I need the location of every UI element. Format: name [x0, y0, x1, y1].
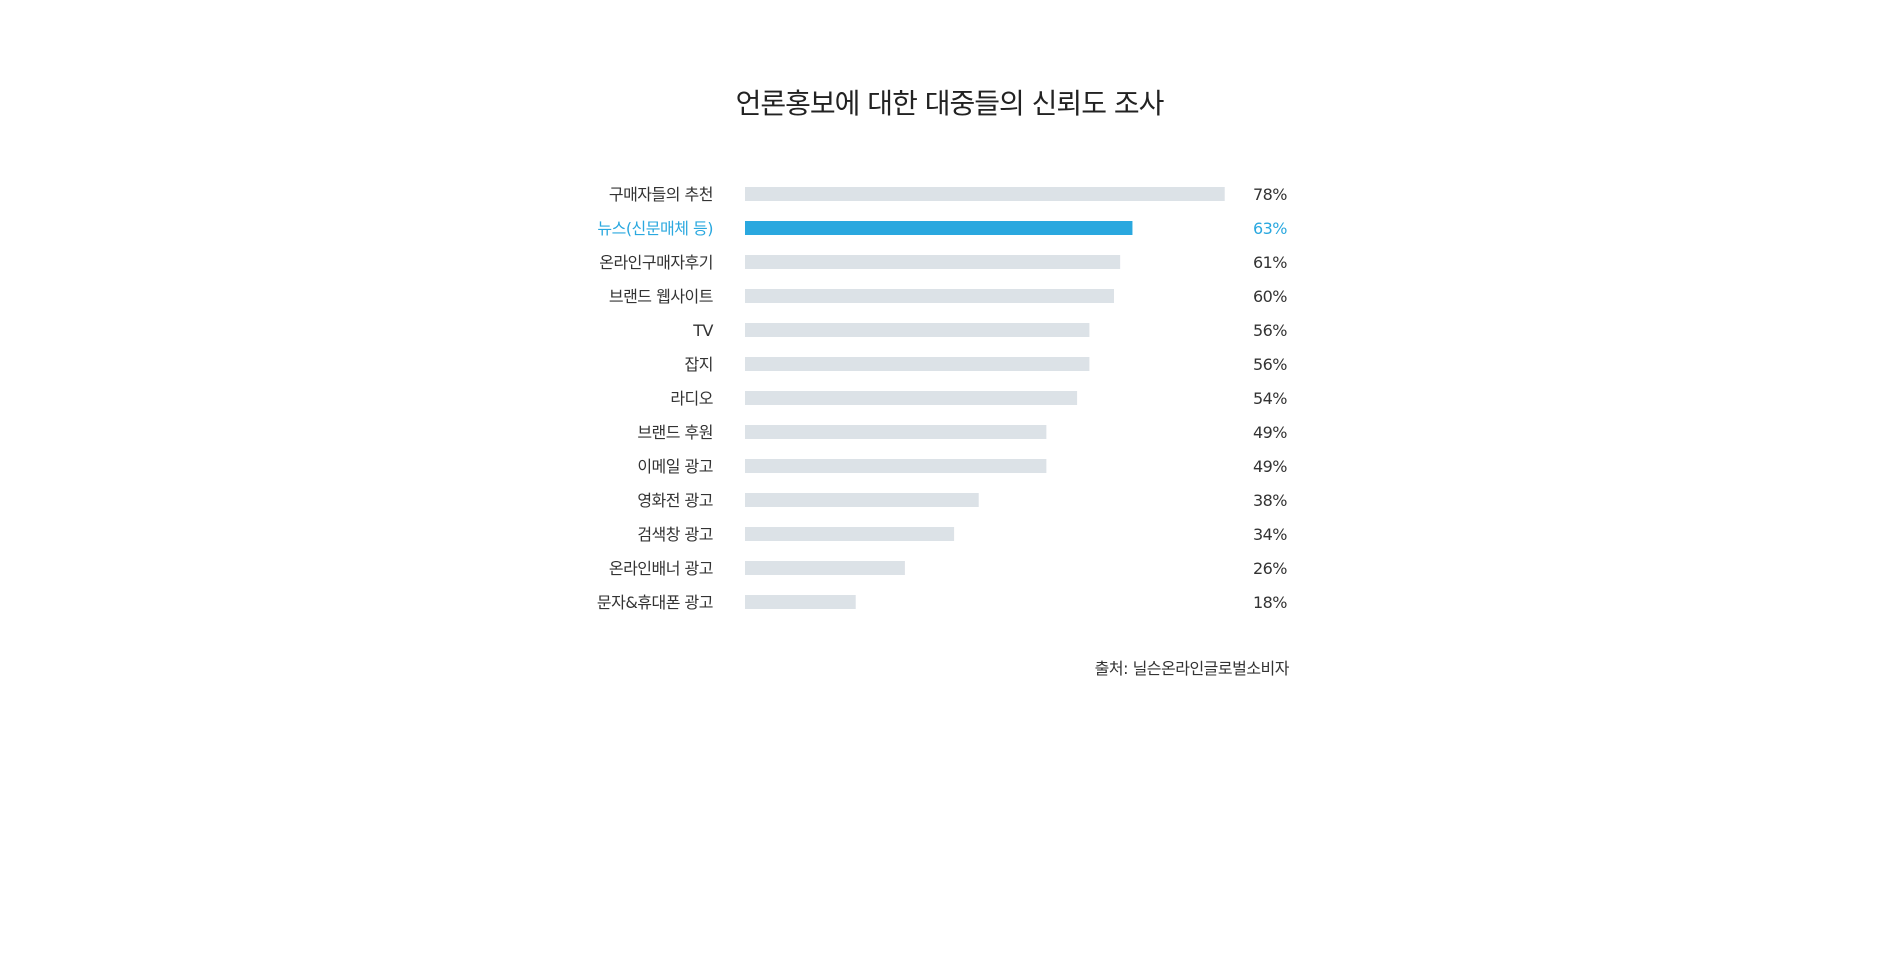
category-label: 브랜드 후원 [637, 423, 713, 442]
bar [745, 255, 1121, 269]
bar [745, 221, 1133, 235]
value-label: 56% [1253, 321, 1287, 340]
value-label: 63% [1253, 219, 1287, 238]
category-label: TV [692, 321, 713, 340]
value-label: 26% [1253, 559, 1287, 578]
category-label: 온라인구매자후기 [599, 253, 713, 272]
bars-layer: 구매자들의 추천 78% 뉴스(신문매체 등) 63% 온라인구매자후기 61% 브랜드 웹… [597, 185, 1288, 612]
bar [745, 527, 955, 541]
bar [745, 561, 905, 575]
value-label: 78% [1253, 185, 1287, 204]
bar [745, 493, 979, 507]
value-label: 18% [1253, 593, 1287, 612]
value-label: 56% [1253, 355, 1287, 374]
value-label: 60% [1253, 287, 1287, 306]
category-label: 라디오 [670, 389, 713, 408]
value-label: 61% [1253, 253, 1287, 272]
source-note: 출처: 닐슨온라인글로벌소비자 [1094, 659, 1290, 678]
category-label: 브랜드 웹사이트 [609, 287, 713, 306]
category-label: 온라인배너 광고 [609, 559, 713, 578]
bar [745, 323, 1090, 337]
bar [745, 187, 1225, 201]
category-label: 이메일 광고 [637, 457, 713, 476]
value-label: 49% [1253, 457, 1287, 476]
category-label: 뉴스(신문매체 등) [597, 219, 713, 238]
value-label: 54% [1253, 389, 1287, 408]
category-label: 문자&휴대폰 광고 [597, 593, 713, 612]
category-label: 구매자들의 추천 [609, 185, 713, 204]
category-label: 잡지 [685, 355, 713, 374]
bar [745, 595, 856, 609]
value-label: 34% [1253, 525, 1287, 544]
bar [745, 357, 1090, 371]
bar [745, 459, 1047, 473]
value-label: 49% [1253, 423, 1287, 442]
bar [745, 425, 1047, 439]
category-label: 검색창 광고 [637, 525, 713, 544]
bar [745, 289, 1114, 303]
category-label: 영화전 광고 [637, 491, 713, 510]
chart-title: 언론홍보에 대한 대중들의 신뢰도 조사 [735, 87, 1165, 120]
value-label: 38% [1253, 491, 1287, 510]
bar [745, 391, 1078, 405]
